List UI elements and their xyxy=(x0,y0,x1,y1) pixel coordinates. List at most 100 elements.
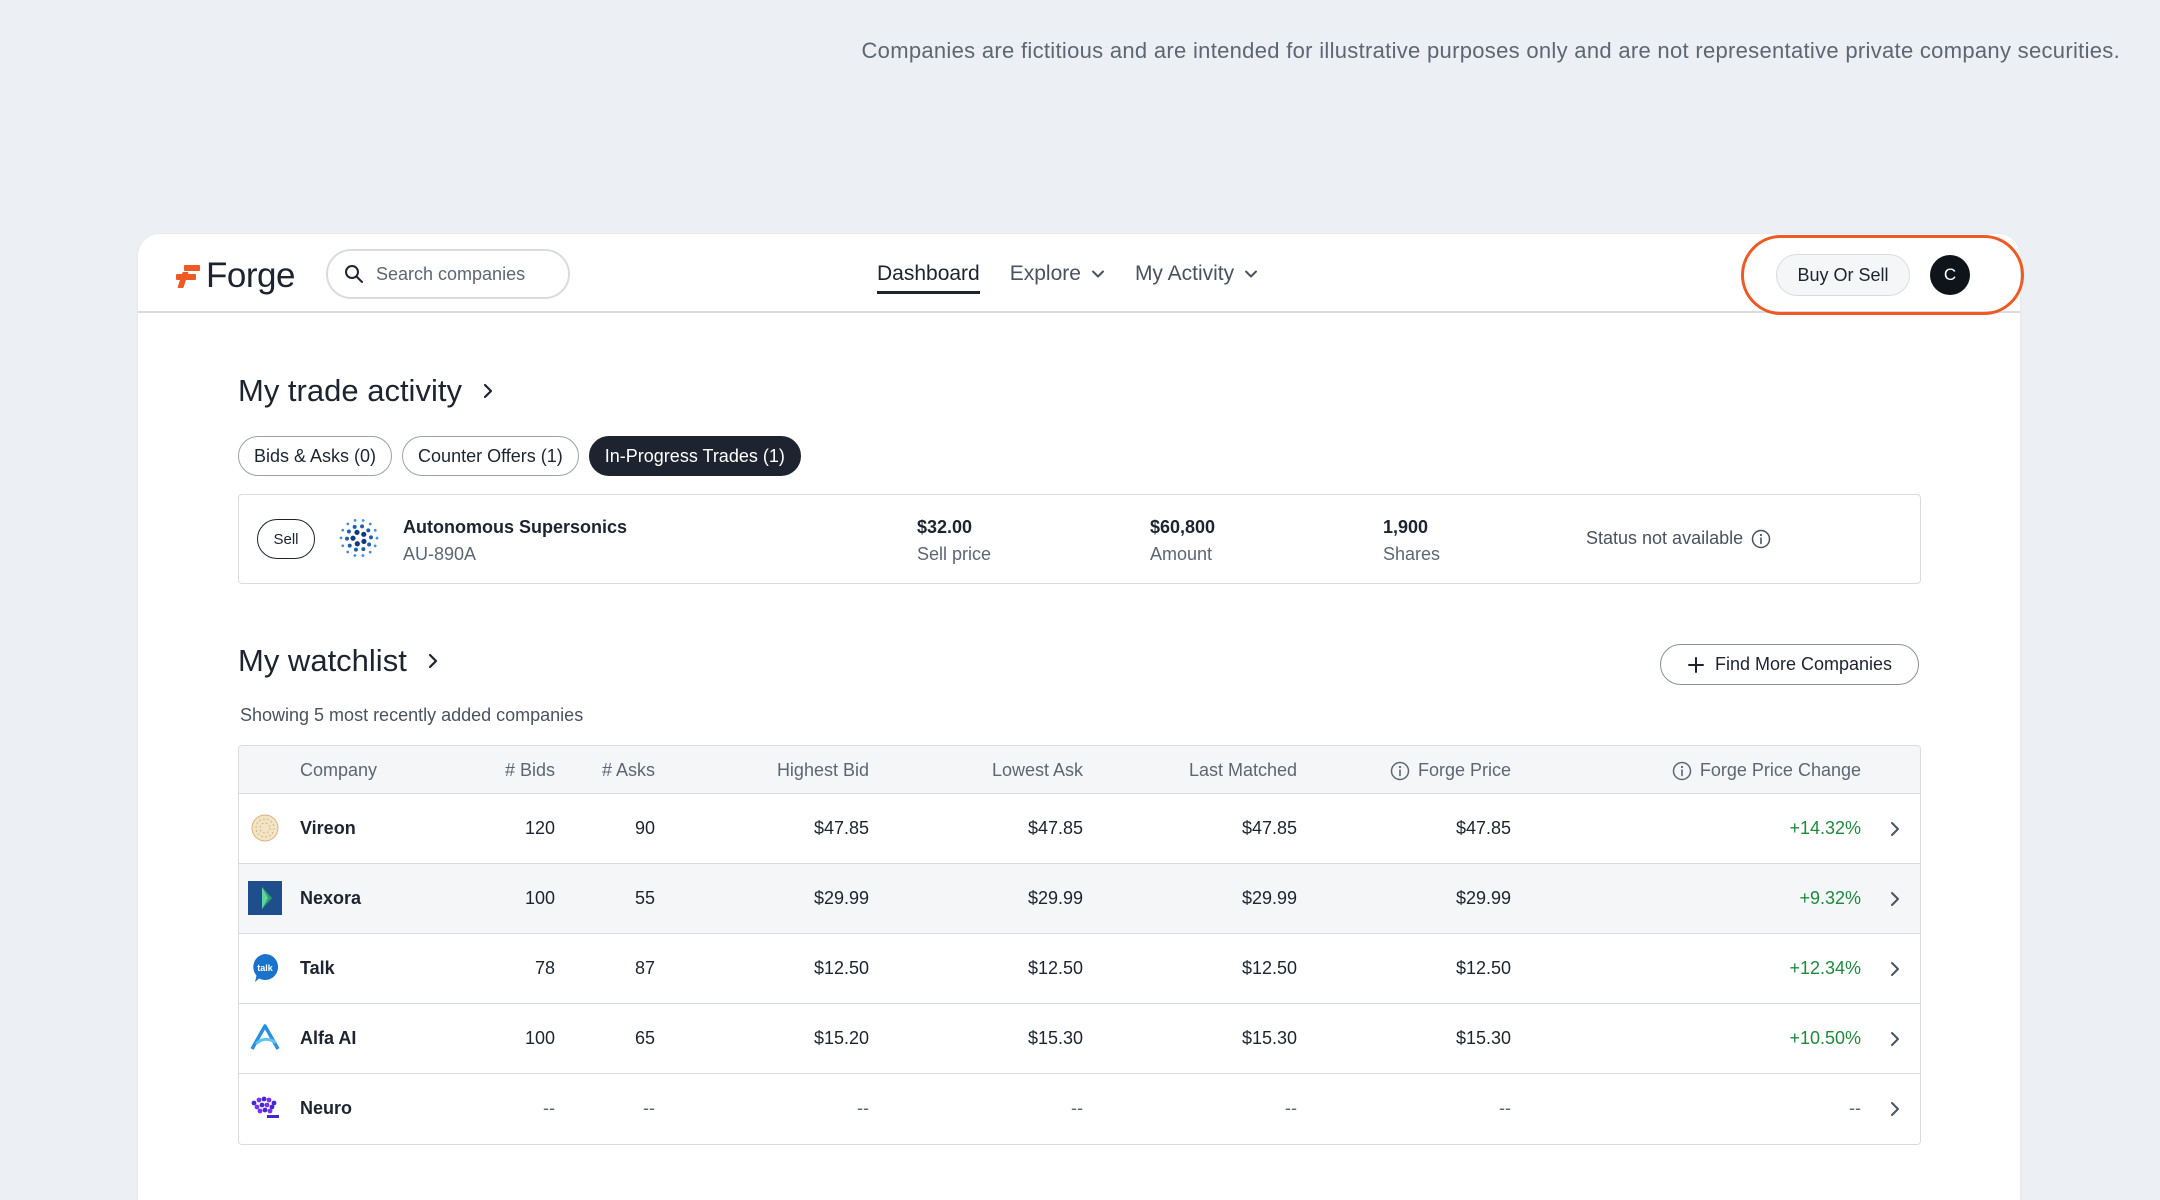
forge-logo[interactable]: Forge xyxy=(176,256,295,296)
trade-amount-label: Amount xyxy=(1150,544,1213,564)
col-company[interactable]: Company xyxy=(300,760,378,780)
last-matched: -- xyxy=(1285,1098,1297,1118)
lowest-ask: -- xyxy=(1071,1098,1083,1118)
search-box[interactable] xyxy=(326,249,570,299)
trade-activity-tabs: Bids & Asks (0) Counter Offers (1) In-Pr… xyxy=(238,436,811,476)
trade-shares-value: 1,900 xyxy=(1383,517,1429,537)
company-name[interactable]: Talk xyxy=(300,958,335,978)
table-row[interactable]: Nexora 100 55 $29.99 $29.99 $29.99 $29.9… xyxy=(239,864,1920,934)
company-name[interactable]: Nexora xyxy=(300,888,362,908)
asks-count: -- xyxy=(643,1098,655,1118)
col-lowest-ask[interactable]: Lowest Ask xyxy=(991,760,1083,780)
table-header: Company # Bids # Asks Highest Bid Lowest… xyxy=(239,746,1920,794)
chevron-right-icon[interactable] xyxy=(1887,1031,1903,1047)
col-bids[interactable]: # Bids xyxy=(504,760,555,780)
trade-amount: $60,800 Amount xyxy=(1150,517,1215,565)
chevron-right-icon[interactable] xyxy=(1887,821,1903,837)
asks-count: 87 xyxy=(634,958,655,978)
trade-activity-title-text: My trade activity xyxy=(238,373,462,408)
trade-card[interactable]: Sell Autonomous Supersonics AU-890A $32.… xyxy=(238,494,1921,584)
nav-explore-label: Explore xyxy=(1009,261,1081,285)
table-row[interactable]: Alfa AI 100 65 $15.20 $15.30 $15.30 $15.… xyxy=(239,1004,1920,1074)
trade-shares-label: Shares xyxy=(1383,544,1441,564)
company-name[interactable]: Neuro xyxy=(300,1098,353,1118)
tab-counter-offers[interactable]: Counter Offers (1) xyxy=(402,436,579,476)
talk-logo-icon: talk xyxy=(253,953,279,982)
forge-price: $29.99 xyxy=(1455,888,1511,908)
highest-bid: $12.50 xyxy=(813,958,869,978)
last-matched: $47.85 xyxy=(1241,818,1297,838)
neuro-logo-icon xyxy=(251,1096,279,1118)
highest-bid: -- xyxy=(857,1098,869,1118)
info-icon[interactable] xyxy=(1390,761,1410,781)
highest-bid: $15.20 xyxy=(813,1028,869,1048)
nav-my-activity-label: My Activity xyxy=(1134,261,1235,285)
app-window: Forge Dashboard Explore My Activity xyxy=(138,234,2024,1200)
last-matched: $29.99 xyxy=(1241,888,1297,908)
svg-text:talk: talk xyxy=(257,963,274,973)
col-asks[interactable]: # Asks xyxy=(601,760,655,780)
col-highest-bid[interactable]: Highest Bid xyxy=(776,760,869,780)
col-forge-price-change-label: Forge Price Change xyxy=(1699,760,1861,780)
last-matched: $12.50 xyxy=(1241,958,1297,978)
watchlist-title-text: My watchlist xyxy=(238,643,407,678)
table-row[interactable]: Vireon 120 90 $47.85 $47.85 $47.85 $47.8… xyxy=(239,794,1920,864)
chevron-right-icon[interactable] xyxy=(1887,1101,1903,1117)
col-forge-price-change[interactable]: Forge Price Change xyxy=(1672,760,1861,781)
table-row[interactable]: talk Talk 78 87 $12.50 $12.50 $12.50 $12… xyxy=(239,934,1920,1004)
buy-or-sell-button[interactable]: Buy Or Sell xyxy=(1776,254,1910,296)
asks-count: 90 xyxy=(634,818,655,838)
col-last-matched[interactable]: Last Matched xyxy=(1188,760,1297,780)
forge-price: $15.30 xyxy=(1455,1028,1511,1048)
trade-amount-value: $60,800 xyxy=(1150,517,1216,537)
company-name[interactable]: Vireon xyxy=(300,818,356,838)
watchlist-title[interactable]: My watchlist xyxy=(238,643,441,679)
search-input[interactable] xyxy=(376,263,546,285)
nav-dashboard[interactable]: Dashboard xyxy=(877,234,980,313)
tab-in-progress-trades[interactable]: In-Progress Trades (1) xyxy=(588,436,801,476)
chevron-right-icon xyxy=(483,383,493,399)
lowest-ask: $12.50 xyxy=(1027,958,1083,978)
disclaimer-text: Companies are fictitious and are intende… xyxy=(861,38,2120,63)
user-avatar[interactable]: C xyxy=(1930,255,1970,295)
trade-price-value: $32.00 xyxy=(917,517,973,537)
forge-logo-icon xyxy=(176,261,202,291)
table-row[interactable]: Neuro -- -- -- -- -- -- -- xyxy=(239,1074,1920,1144)
trade-company-name: Autonomous Supersonics xyxy=(403,517,628,537)
info-icon[interactable] xyxy=(1751,529,1771,549)
trade-status: Status not available xyxy=(1586,528,1771,549)
vireon-logo-icon xyxy=(251,814,279,842)
bids-count: 100 xyxy=(524,1028,555,1048)
chevron-down-icon xyxy=(1091,270,1104,277)
autonomous-supersonics-logo-icon xyxy=(339,519,379,557)
nav-explore[interactable]: Explore xyxy=(1010,234,1105,313)
forge-price: -- xyxy=(1499,1098,1511,1118)
trade-shares: 1,900 Shares xyxy=(1383,517,1440,565)
plus-icon xyxy=(1687,656,1704,673)
search-icon xyxy=(345,265,363,283)
forge-price-change: +10.50% xyxy=(1789,1028,1861,1048)
main-nav: Dashboard Explore My Activity xyxy=(877,234,1288,313)
highlight-ring xyxy=(1741,235,2024,315)
col-forge-price[interactable]: Forge Price xyxy=(1390,760,1511,781)
bids-count: 100 xyxy=(524,888,555,908)
chevron-right-icon[interactable] xyxy=(1887,961,1903,977)
forge-price-change: -- xyxy=(1849,1098,1861,1118)
last-matched: $15.30 xyxy=(1241,1028,1297,1048)
lowest-ask: $29.99 xyxy=(1027,888,1083,908)
info-icon[interactable] xyxy=(1672,761,1692,781)
trade-price-label: Sell price xyxy=(917,544,992,564)
trade-activity-title[interactable]: My trade activity xyxy=(238,373,496,409)
find-more-companies-button[interactable]: Find More Companies xyxy=(1660,644,1919,685)
nav-dashboard-label: Dashboard xyxy=(877,261,980,285)
highest-bid: $47.85 xyxy=(813,818,869,838)
forge-price-change: +9.32% xyxy=(1799,888,1861,908)
company-name[interactable]: Alfa AI xyxy=(300,1028,357,1048)
trade-status-text: Status not available xyxy=(1586,528,1744,548)
nav-my-activity[interactable]: My Activity xyxy=(1135,234,1258,313)
bids-count: 78 xyxy=(534,958,555,978)
logo-text: Forge xyxy=(206,256,295,295)
top-header: Forge Dashboard Explore My Activity xyxy=(138,234,2024,315)
chevron-right-icon[interactable] xyxy=(1887,891,1903,907)
tab-bids-asks[interactable]: Bids & Asks (0) xyxy=(238,436,393,476)
